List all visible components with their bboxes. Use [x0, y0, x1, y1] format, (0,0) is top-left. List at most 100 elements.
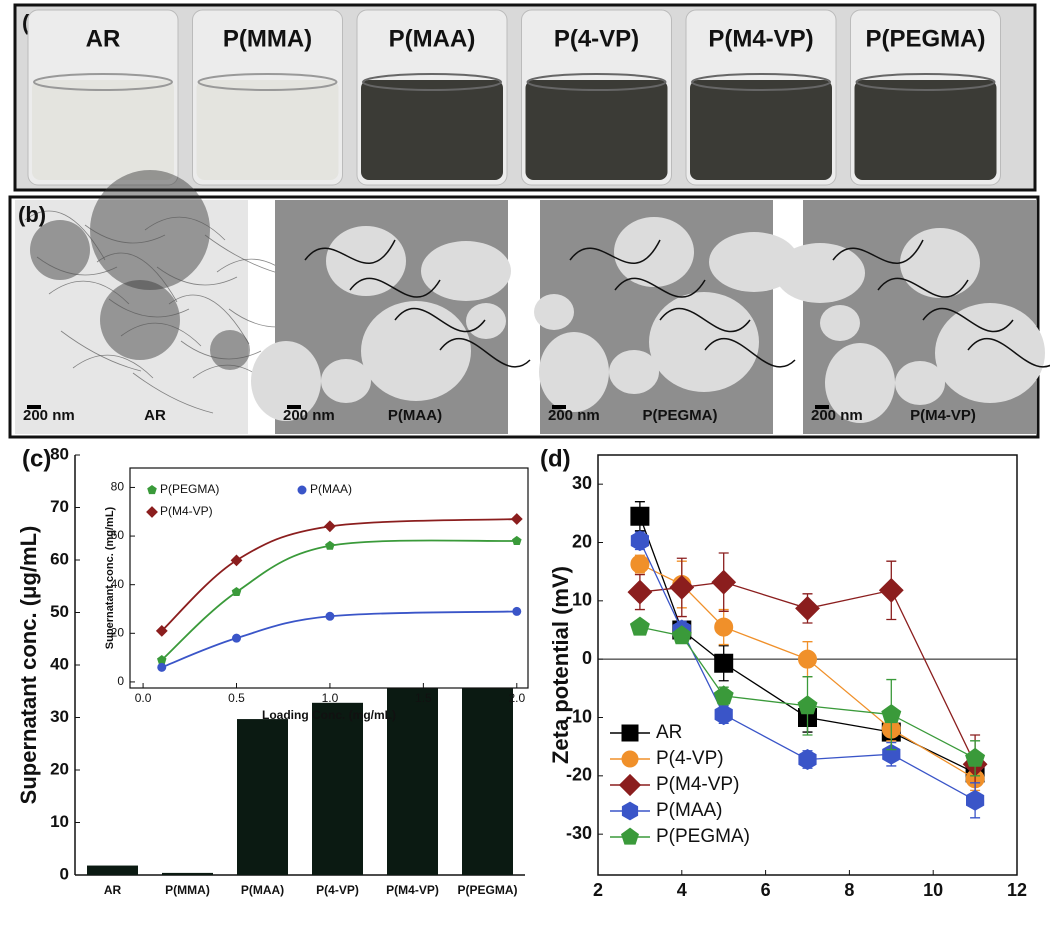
y-tick-label: -20 [566, 765, 592, 785]
tem-fiber [156, 266, 238, 286]
marker [878, 577, 904, 603]
y-axis-title: Supernatant conc. (μg/mL) [16, 526, 41, 805]
marker [714, 704, 733, 726]
tem-hole [361, 301, 471, 401]
marker [512, 535, 522, 545]
marker [797, 695, 818, 715]
marker [711, 569, 737, 595]
tem-fiber [120, 322, 202, 347]
marker [713, 685, 734, 705]
bar [312, 702, 363, 875]
meniscus [197, 73, 338, 91]
legend-label: P(M4-VP) [160, 504, 213, 518]
tem-hole [539, 332, 609, 412]
scale-label: 200 nm [283, 407, 335, 424]
x-tick-label: P(M4-VP) [386, 883, 439, 897]
legend-label: P(MAA) [656, 800, 723, 821]
tem-fiber [84, 224, 166, 244]
y-tick-label: 20 [572, 531, 592, 551]
scale-bar [287, 405, 301, 409]
tem-cluster [210, 330, 250, 370]
meniscus [362, 73, 502, 91]
marker [627, 579, 653, 605]
marker [512, 606, 522, 616]
tem-hole [251, 341, 321, 421]
y-tick-label: 60 [111, 528, 125, 542]
tem-fiber [132, 372, 214, 414]
legend-marker [146, 506, 158, 518]
marker [629, 616, 650, 636]
x-tick-label: AR [104, 883, 122, 897]
tem-hole [321, 359, 371, 403]
marker [966, 789, 985, 811]
vial-label: P(4-VP) [554, 25, 639, 52]
tem-hole [895, 361, 945, 405]
y-axis-title: Zeta potential (mV) [548, 566, 573, 764]
marker [630, 554, 650, 574]
x-tick-label: P(MAA) [241, 883, 284, 897]
marker [157, 662, 167, 672]
image-label: P(MAA) [388, 407, 442, 424]
tem-cluster [30, 220, 90, 280]
x-tick-label: 0.0 [135, 691, 152, 705]
y-tick-label: 30 [50, 707, 69, 726]
marker [230, 554, 243, 567]
vial-liquid [361, 80, 503, 180]
legend-label: AR [656, 722, 682, 743]
legend-label: P(PEGMA) [160, 482, 219, 496]
marker [671, 625, 692, 645]
tem-fiber [394, 307, 486, 333]
tem-image: 200 nm P(M4-VP) [775, 200, 1050, 434]
meniscus [33, 73, 173, 91]
marker [323, 520, 336, 533]
vial-label: P(PEGMA) [866, 25, 986, 52]
legend-marker [621, 724, 639, 742]
tem-fiber [168, 294, 250, 345]
meniscus [526, 73, 667, 91]
panel-label: (c) [22, 445, 51, 472]
tem-fiber [569, 239, 661, 264]
tem-fiber [439, 337, 531, 368]
marker [714, 617, 734, 637]
marker [155, 624, 168, 637]
y-tick-label: 40 [111, 577, 125, 591]
vial-label: AR [86, 25, 121, 52]
legend-label: P(MAA) [310, 482, 352, 496]
marker [630, 506, 650, 526]
y-tick-label: 10 [50, 812, 69, 831]
scale-label: 200 nm [548, 407, 600, 424]
x-tick-label: 2.0 [508, 691, 525, 705]
legend-marker [621, 827, 639, 845]
x-tick-label: 4 [677, 880, 687, 900]
marker [881, 704, 902, 724]
marker [669, 574, 695, 600]
y-tick-label: 0 [117, 674, 124, 688]
tem-fiber [108, 298, 190, 318]
series-line [639, 540, 976, 801]
marker [325, 611, 335, 621]
vial-liquid [32, 80, 174, 180]
vial-liquid [854, 80, 997, 180]
marker [630, 530, 649, 552]
legend-label: P(4-VP) [656, 748, 724, 769]
tem-background [15, 200, 248, 434]
marker [510, 513, 523, 525]
tem-fiber [877, 277, 969, 298]
meniscus [855, 73, 996, 91]
tem-image: 200 nm AR [15, 170, 310, 434]
tem-hole [326, 226, 406, 296]
legend-marker [621, 750, 639, 768]
scale-label: 200 nm [23, 407, 75, 424]
tem-cluster [90, 170, 210, 290]
tem-hole [421, 241, 511, 301]
meniscus [691, 73, 831, 91]
vial-label: P(M4-VP) [708, 25, 813, 52]
marker [231, 586, 242, 596]
tem-fiber [832, 239, 924, 264]
image-label: P(PEGMA) [643, 407, 718, 424]
tem-fiber [614, 277, 706, 298]
y-tick-label: 70 [50, 497, 69, 516]
tem-fiber [967, 337, 1050, 368]
